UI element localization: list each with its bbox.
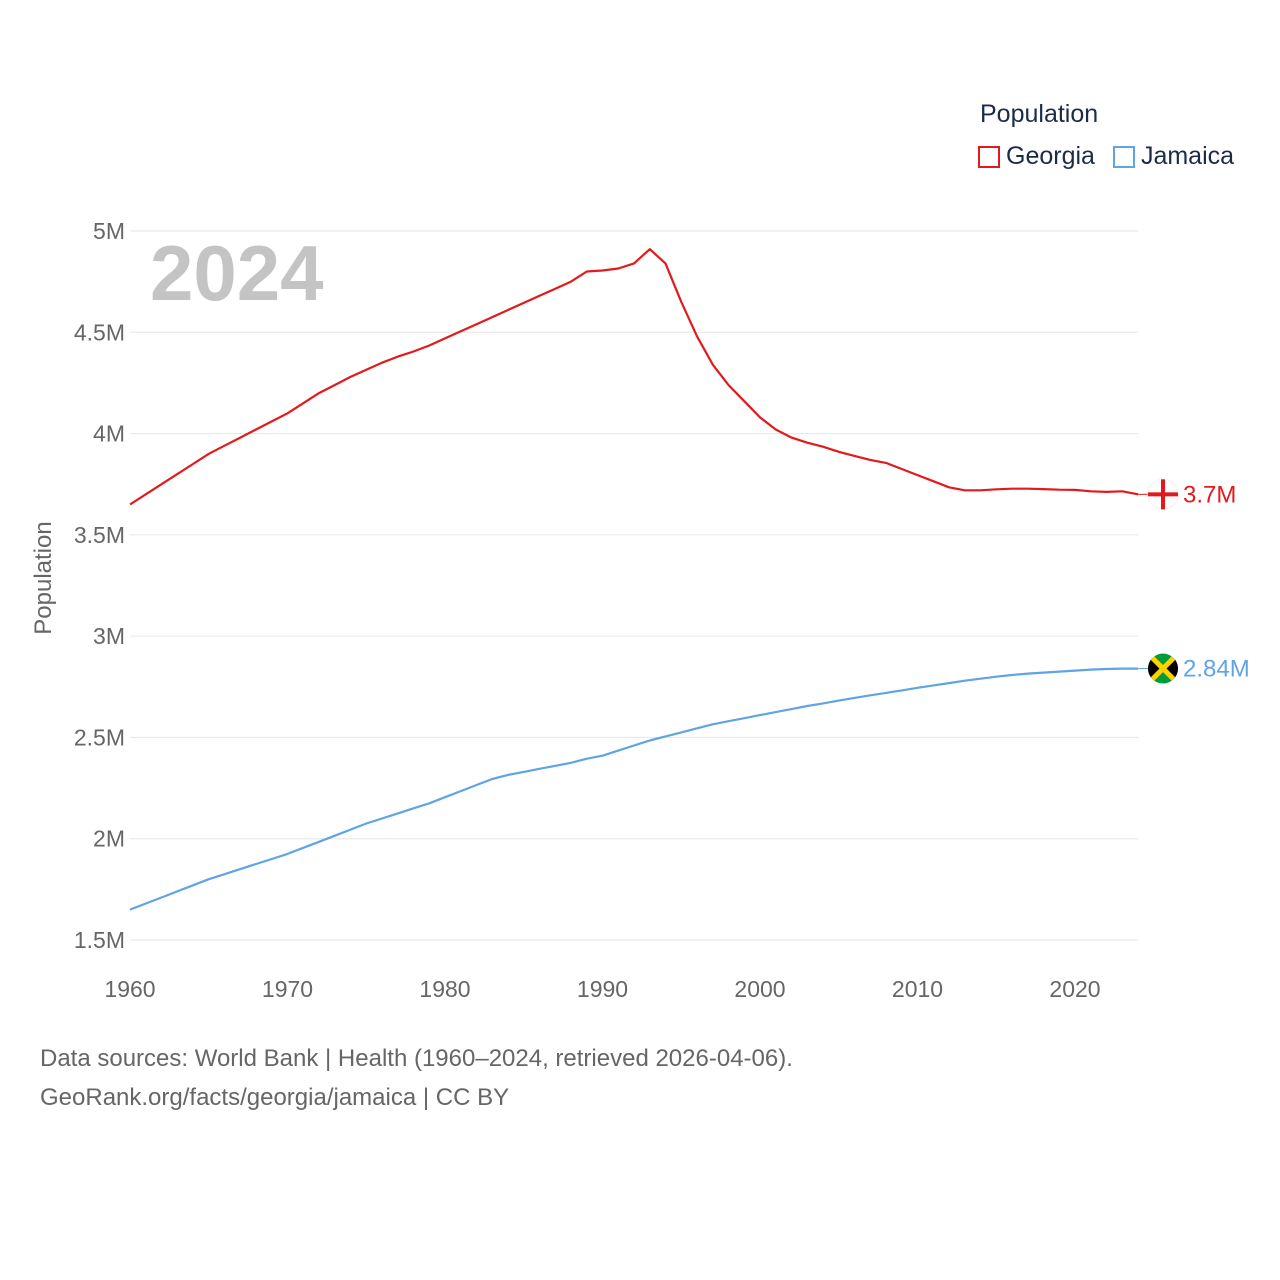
x-axis-ticks: 1960 1970 1980 1990 2000 2010 2020 — [104, 976, 1100, 1002]
x-tick-1970: 1970 — [262, 976, 313, 1002]
year-label: 2024 — [150, 229, 324, 317]
georgia-end-label: 3.7M — [1183, 481, 1236, 508]
series-line-jamaica — [129, 667, 1138, 911]
legend-item-jamaica[interactable]: Jamaica — [1112, 142, 1235, 171]
series-line-georgia — [129, 248, 1139, 506]
y-tick-2.5M: 2.5M — [74, 724, 125, 750]
gridlines — [130, 230, 1138, 941]
legend-label-jamaica: Jamaica — [1140, 142, 1235, 170]
legend-label-georgia: Georgia — [1006, 142, 1095, 170]
data-source-text: Data sources: World Bank | Health (1960–… — [40, 1045, 793, 1072]
end-markers — [1147, 478, 1179, 684]
y-axis-ticks: 1.5M 2M 2.5M 3M 3.5M 4M 4.5M 5M — [74, 218, 125, 953]
x-tick-1960: 1960 — [104, 976, 155, 1002]
y-tick-1.5M: 1.5M — [74, 927, 125, 953]
legend-title: Population — [980, 100, 1099, 128]
y-tick-4.5M: 4.5M — [74, 319, 125, 345]
attribution-text[interactable]: GeoRank.org/facts/georgia/jamaica | CC B… — [40, 1084, 510, 1111]
y-tick-3M: 3M — [93, 623, 125, 649]
x-tick-1990: 1990 — [577, 976, 628, 1002]
jamaica-end-label: 2.84M — [1183, 656, 1250, 683]
georgia-flag-icon — [1147, 478, 1179, 510]
y-tick-5M: 5M — [93, 218, 125, 244]
y-tick-2M: 2M — [93, 826, 125, 852]
x-tick-2020: 2020 — [1049, 976, 1100, 1002]
legend-swatch-georgia — [978, 145, 1000, 168]
series-lines — [129, 248, 1150, 911]
legend: Georgia Jamaica — [978, 142, 1252, 171]
y-tick-3.5M: 3.5M — [74, 522, 125, 548]
y-axis-title: Population — [30, 521, 57, 634]
legend-swatch-jamaica — [1112, 145, 1135, 168]
x-tick-2010: 2010 — [892, 976, 943, 1002]
jamaica-flag-icon — [1148, 653, 1178, 684]
y-tick-4M: 4M — [93, 421, 125, 447]
legend-item-georgia[interactable]: Georgia — [978, 142, 1095, 171]
x-tick-1980: 1980 — [419, 976, 470, 1002]
x-tick-2000: 2000 — [734, 976, 785, 1002]
